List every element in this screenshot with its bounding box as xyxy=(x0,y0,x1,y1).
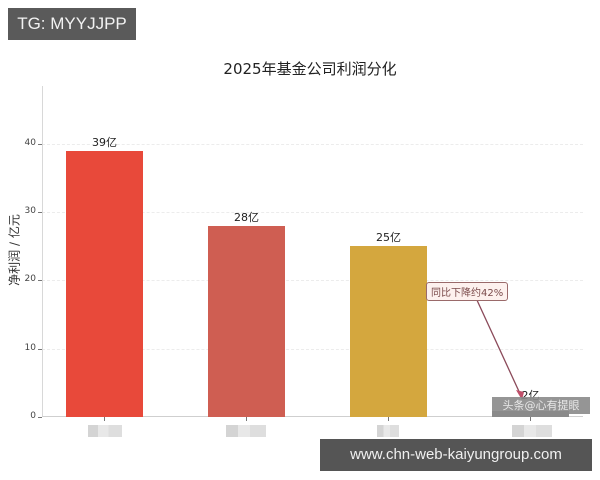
x-category-label-blurred xyxy=(88,425,122,437)
gridline-20 xyxy=(42,280,583,281)
y-tick-30: 30 xyxy=(24,206,36,216)
y-tick-mark xyxy=(38,212,42,213)
y-tick-mark xyxy=(38,349,42,350)
plot-area: 0 10 20 30 40 39亿 28亿 25亿 2亿 xyxy=(25,86,583,437)
y-tick-40: 40 xyxy=(24,138,36,148)
y-tick-mark xyxy=(38,280,42,281)
watermark: 头条@心有提眼 xyxy=(492,397,590,414)
y-tick-20: 20 xyxy=(24,274,36,284)
y-tick-0: 0 xyxy=(30,411,36,421)
x-category-label-blurred xyxy=(377,425,399,437)
gridline-40 xyxy=(42,144,583,145)
x-category-label-blurred xyxy=(226,425,266,437)
bar-3 xyxy=(492,411,569,417)
x-tick-mark xyxy=(388,417,389,421)
bar-2 xyxy=(350,246,427,417)
gridline-30 xyxy=(42,212,583,213)
gridline-10 xyxy=(42,349,583,350)
y-axis xyxy=(42,86,43,417)
chart-title: 2025年基金公司利润分化 xyxy=(223,60,397,78)
y-tick-mark xyxy=(38,417,42,418)
bar-0 xyxy=(66,151,143,417)
url-badge: www.chn-web-kaiyungroup.com xyxy=(320,439,592,471)
x-tick-mark xyxy=(104,417,105,421)
annotation-label: 同比下降约42% xyxy=(426,282,509,301)
bar-0-value-label: 39亿 xyxy=(92,136,117,149)
x-tick-mark xyxy=(246,417,247,421)
y-tick-mark xyxy=(38,144,42,145)
y-tick-10: 10 xyxy=(24,343,36,353)
x-axis xyxy=(42,416,583,417)
x-category-label-blurred xyxy=(512,425,552,437)
bar-1-value-label: 28亿 xyxy=(234,211,259,224)
bar-2-value-label: 25亿 xyxy=(376,231,401,244)
tg-badge: TG: MYYJJPP xyxy=(8,8,136,40)
bar-1 xyxy=(208,226,285,417)
x-tick-mark xyxy=(530,417,531,421)
